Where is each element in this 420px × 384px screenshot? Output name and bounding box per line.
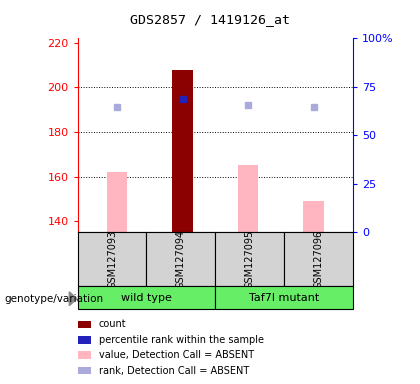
Text: GSM127093: GSM127093	[107, 230, 117, 289]
Bar	[147, 232, 215, 286]
Bar	[172, 221, 193, 232]
Text: count: count	[99, 319, 126, 329]
Text: GDS2857 / 1419126_at: GDS2857 / 1419126_at	[130, 13, 290, 26]
Bar	[107, 172, 128, 232]
Text: genotype/variation: genotype/variation	[4, 294, 103, 304]
Text: rank, Detection Call = ABSENT: rank, Detection Call = ABSENT	[99, 366, 249, 376]
Bar	[172, 70, 193, 232]
Bar	[284, 232, 353, 286]
Text: GSM127096: GSM127096	[313, 230, 323, 289]
Bar	[238, 166, 258, 232]
Polygon shape	[69, 292, 77, 306]
Text: percentile rank within the sample: percentile rank within the sample	[99, 335, 264, 345]
Text: wild type: wild type	[121, 293, 172, 303]
Text: value, Detection Call = ABSENT: value, Detection Call = ABSENT	[99, 350, 254, 360]
Bar	[215, 286, 353, 309]
Text: GSM127094: GSM127094	[176, 230, 186, 289]
Text: Taf7l mutant: Taf7l mutant	[249, 293, 319, 303]
Bar	[303, 201, 324, 232]
Bar	[78, 232, 147, 286]
Bar	[78, 286, 215, 309]
Text: GSM127095: GSM127095	[244, 230, 255, 289]
Bar	[215, 232, 284, 286]
